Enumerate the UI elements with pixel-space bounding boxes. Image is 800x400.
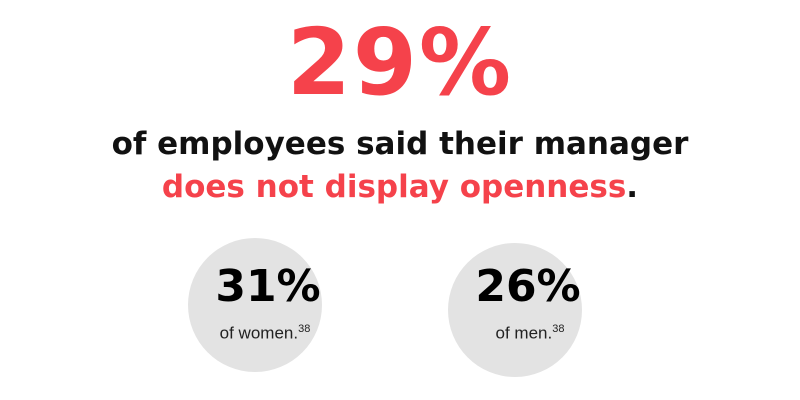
- headline-line: does not display openness.: [0, 167, 800, 207]
- label-text: of men.: [495, 323, 553, 343]
- headline-line: of employees said their manager: [111, 126, 689, 162]
- stat-circle: [448, 243, 582, 377]
- label-text: of women.: [219, 323, 299, 343]
- footnote: 38: [552, 323, 565, 335]
- stat-label: of men.38: [430, 318, 630, 345]
- footnote: 38: [298, 323, 311, 335]
- stat-value: 26%: [475, 261, 581, 312]
- period: .: [626, 169, 639, 205]
- highlight-text: does not display openness: [161, 169, 627, 205]
- stat-value: 31%: [215, 261, 321, 312]
- headline-stat: 29%: [286, 9, 514, 116]
- stat-circle: [188, 238, 322, 372]
- stat-label: of women.38: [165, 318, 365, 345]
